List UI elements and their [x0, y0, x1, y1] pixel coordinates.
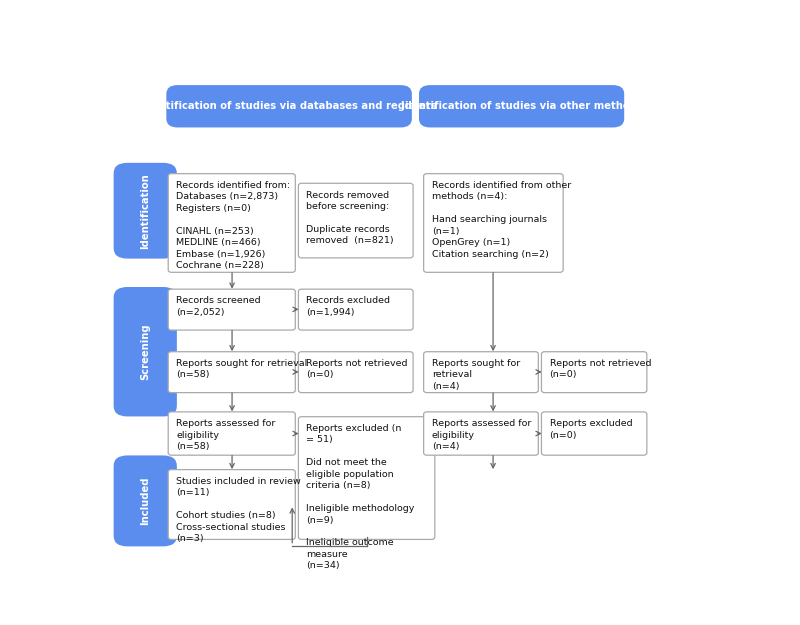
FancyBboxPatch shape [542, 352, 647, 392]
Text: Reports not retrieved
(n=0): Reports not retrieved (n=0) [306, 359, 408, 379]
FancyBboxPatch shape [168, 289, 295, 330]
FancyBboxPatch shape [424, 352, 538, 392]
Text: Reports assessed for
eligibility
(n=58): Reports assessed for eligibility (n=58) [176, 419, 276, 451]
Text: Reports excluded (n
= 51)

Did not meet the
eligible population
criteria (n=8)

: Reports excluded (n = 51) Did not meet t… [306, 424, 415, 570]
FancyBboxPatch shape [298, 183, 413, 258]
FancyBboxPatch shape [298, 417, 435, 539]
Text: Reports sought for
retrieval
(n=4): Reports sought for retrieval (n=4) [432, 359, 520, 391]
Text: Records identified from:
Databases (n=2,873)
Registers (n=0)

CINAHL (n=253)
MED: Records identified from: Databases (n=2,… [176, 181, 290, 270]
Text: Reports not retrieved
(n=0): Reports not retrieved (n=0) [550, 359, 651, 379]
Text: Identification of studies via other methods: Identification of studies via other meth… [401, 101, 642, 111]
FancyBboxPatch shape [419, 85, 624, 127]
Text: Included: Included [140, 477, 150, 525]
FancyBboxPatch shape [166, 85, 412, 127]
Text: Identification of studies via databases and registers: Identification of studies via databases … [142, 101, 437, 111]
Text: Records identified from other
methods (n=4):

Hand searching journals
(n=1)
Open: Records identified from other methods (n… [432, 181, 571, 259]
Text: Records screened
(n=2,052): Records screened (n=2,052) [176, 296, 261, 317]
Text: Studies included in review
(n=11)

Cohort studies (n=8)
Cross-sectional studies
: Studies included in review (n=11) Cohort… [176, 477, 301, 543]
Text: Reports excluded
(n=0): Reports excluded (n=0) [550, 419, 632, 439]
Text: Screening: Screening [140, 323, 150, 380]
FancyBboxPatch shape [298, 352, 413, 392]
Text: Reports assessed for
eligibility
(n=4): Reports assessed for eligibility (n=4) [432, 419, 531, 451]
FancyBboxPatch shape [298, 289, 413, 330]
FancyBboxPatch shape [542, 412, 647, 455]
FancyBboxPatch shape [424, 412, 538, 455]
Text: Reports sought for retrieval
(n=58): Reports sought for retrieval (n=58) [176, 359, 307, 379]
Text: Records removed
before screening:

Duplicate records
removed  (n=821): Records removed before screening: Duplic… [306, 191, 394, 245]
FancyBboxPatch shape [168, 352, 295, 392]
FancyBboxPatch shape [114, 456, 177, 546]
FancyBboxPatch shape [168, 412, 295, 455]
FancyBboxPatch shape [168, 174, 295, 272]
Text: Identification: Identification [140, 173, 150, 249]
Text: Records excluded
(n=1,994): Records excluded (n=1,994) [306, 296, 390, 317]
FancyBboxPatch shape [114, 287, 177, 416]
FancyBboxPatch shape [168, 469, 295, 539]
FancyBboxPatch shape [114, 163, 177, 259]
FancyBboxPatch shape [424, 174, 563, 272]
